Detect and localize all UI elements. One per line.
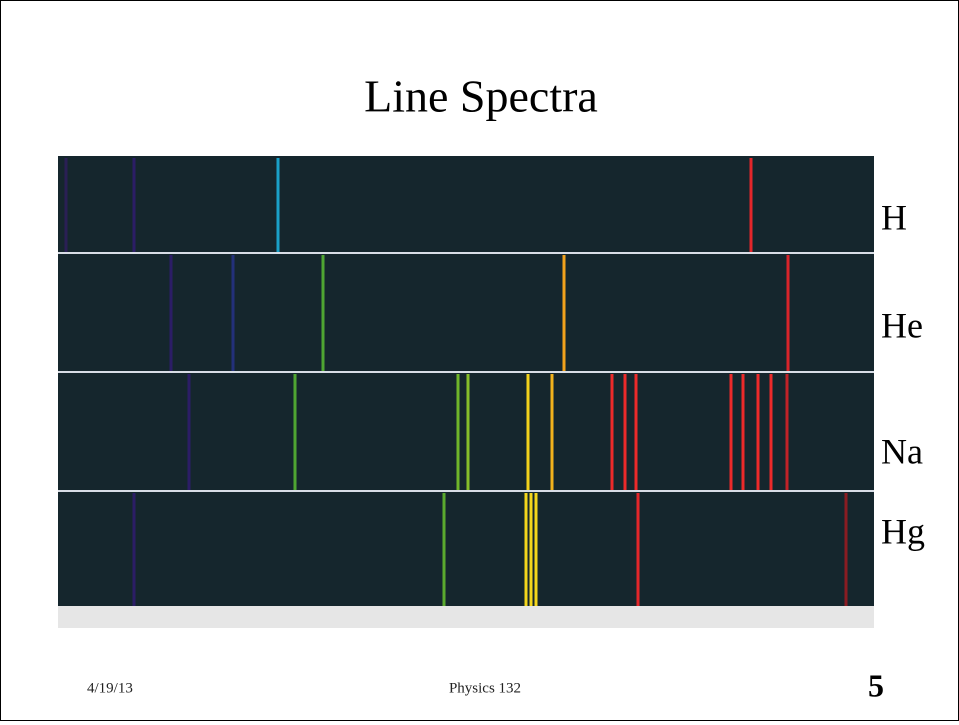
slide: Line Spectra — [0, 0, 959, 721]
element-labels: H He Na Hg — [881, 197, 925, 551]
slide-title: Line Spectra — [364, 71, 598, 122]
image-margin — [58, 604, 874, 628]
page-number: 5 — [868, 667, 884, 703]
footer-date: 4/19/13 — [87, 680, 133, 696]
element-label: He — [881, 305, 923, 345]
element-label: Hg — [881, 511, 925, 551]
footer-course: Physics 132 — [449, 680, 521, 696]
element-label: H — [881, 197, 907, 237]
element-label: Na — [881, 431, 923, 471]
slide-canvas: Line Spectra — [1, 1, 958, 720]
spectra-image — [58, 156, 874, 628]
